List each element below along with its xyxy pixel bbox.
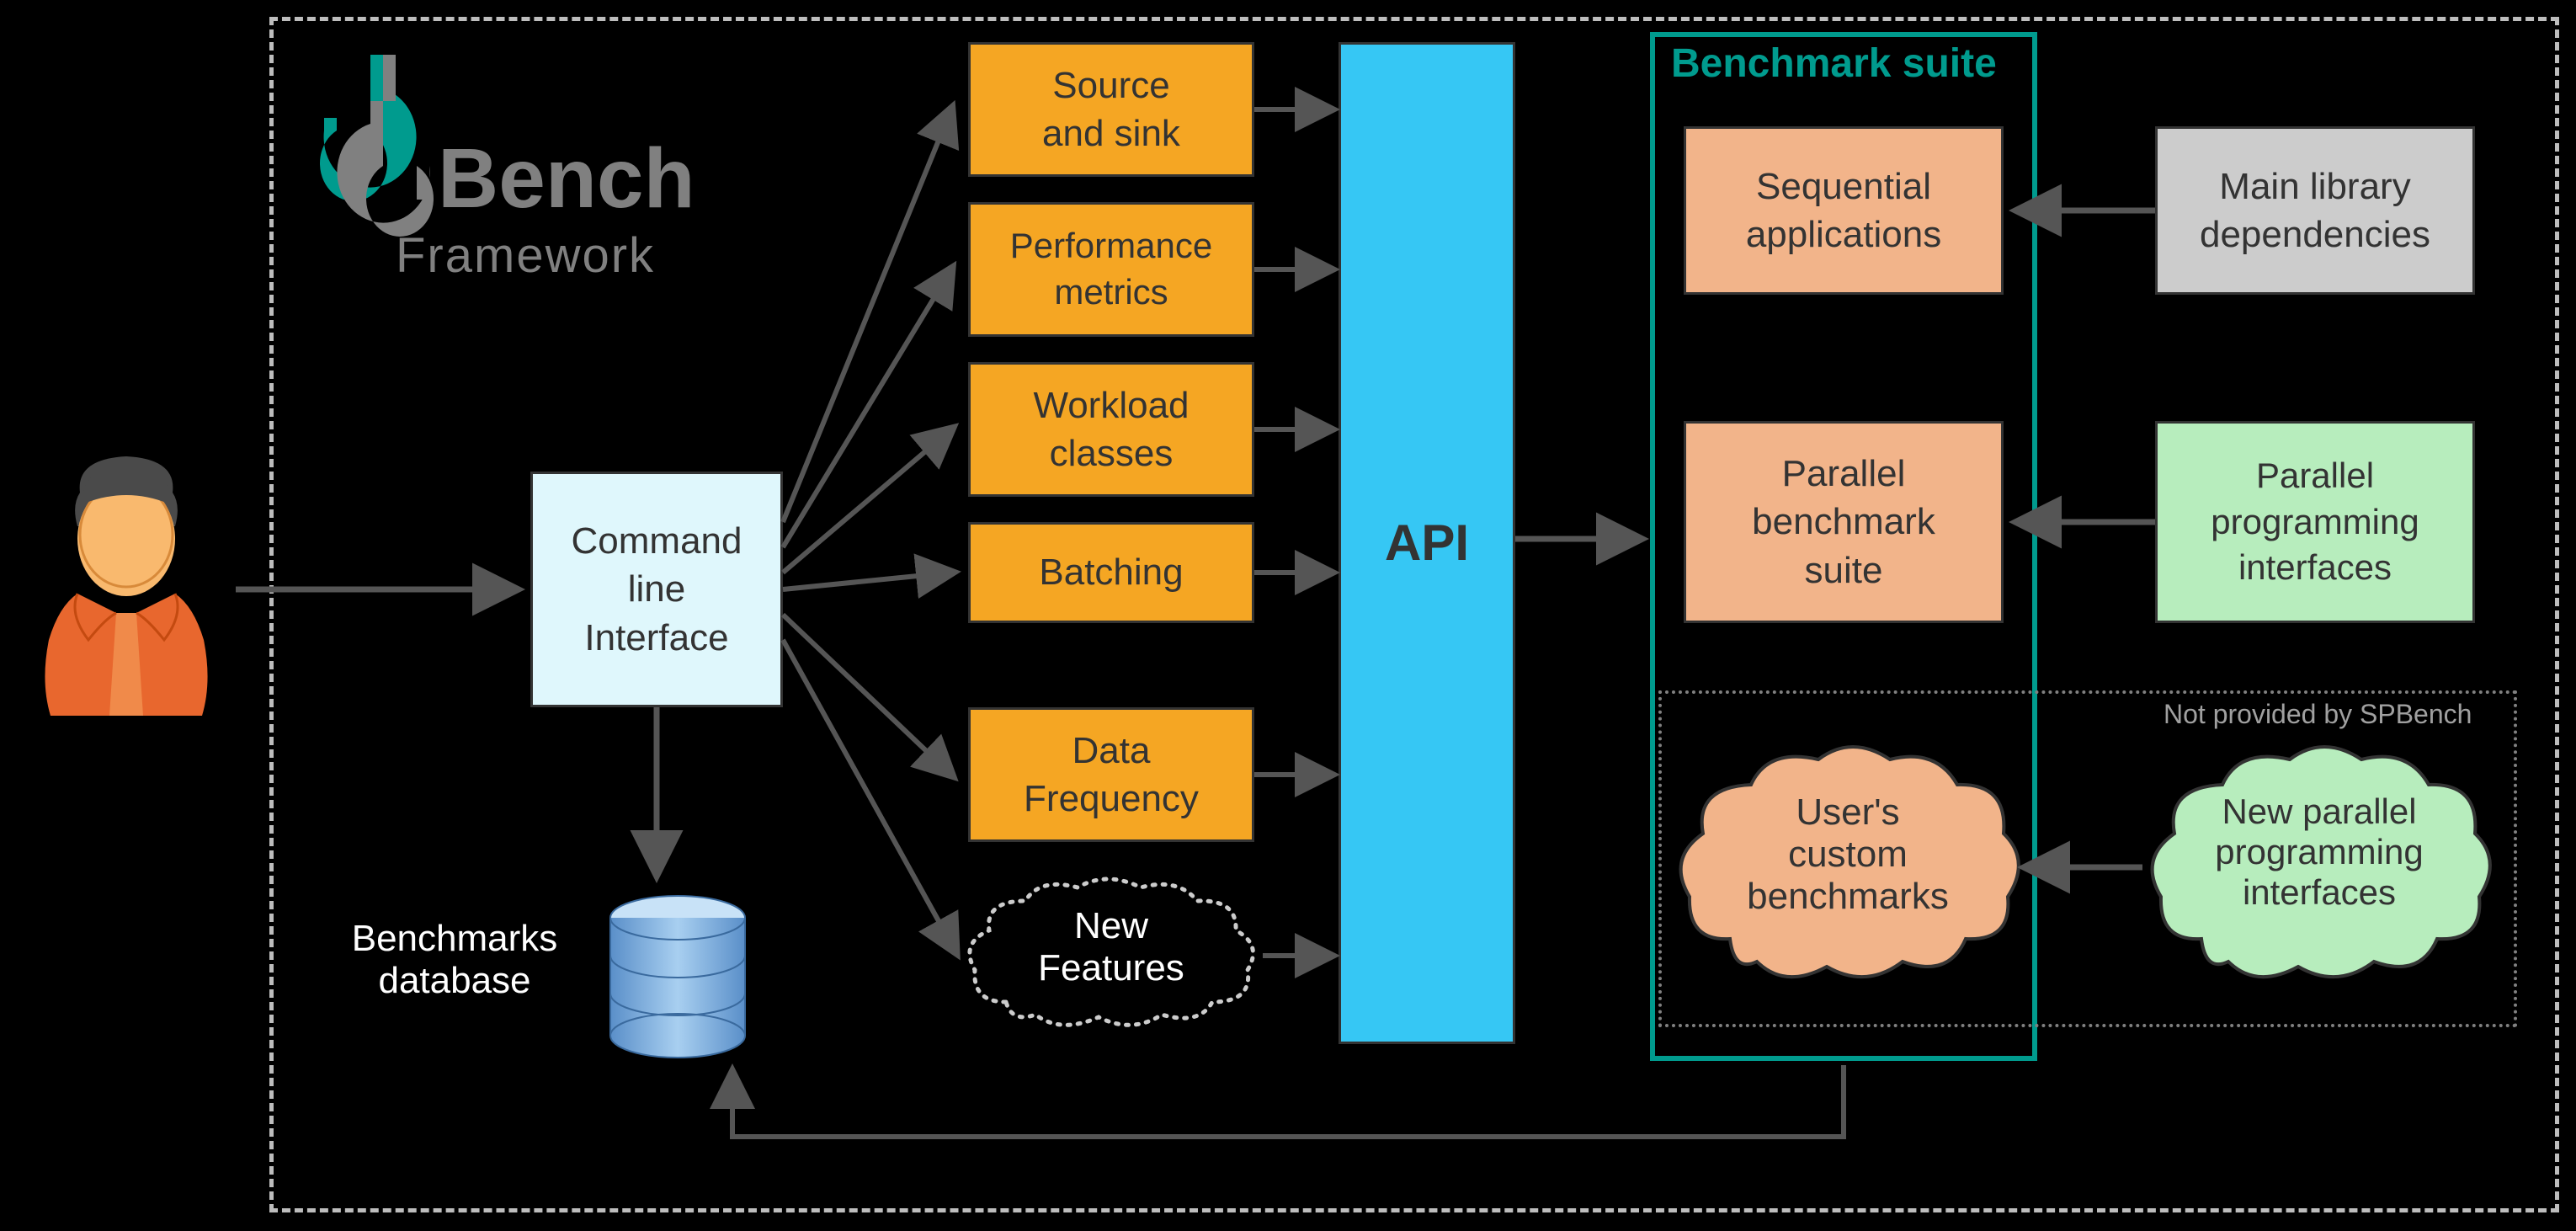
data-freq-box: Data Frequency xyxy=(968,707,1254,842)
workload-box: Workload classes xyxy=(968,362,1254,497)
spbench-logo-icon xyxy=(320,46,446,240)
data-freq-label: Data Frequency xyxy=(1024,727,1199,823)
batching-label: Batching xyxy=(1039,548,1183,596)
api-box: API xyxy=(1339,42,1515,1044)
new-features-label: New Features xyxy=(960,905,1263,989)
parallel-suite-box: Parallel benchmark suite xyxy=(1684,421,2004,623)
source-sink-label: Source and sink xyxy=(1042,61,1180,157)
not-provided-label: Not provided by SPBench xyxy=(2164,699,2472,730)
cli-box: Command line Interface xyxy=(530,472,783,707)
not-provided-border xyxy=(1658,690,2517,1027)
workload-label: Workload classes xyxy=(1033,381,1189,477)
seq-apps-label: Sequential applications xyxy=(1746,163,1941,258)
benchmark-suite-title: Benchmark suite xyxy=(1671,40,1997,87)
database-icon xyxy=(606,893,749,1061)
database-label: Benchmarks database xyxy=(311,918,598,1002)
ppi-label: Parallel programming interfaces xyxy=(2211,453,2419,591)
logo-bench-text: Bench xyxy=(438,131,695,227)
user-icon xyxy=(25,446,227,724)
diagram-canvas: Bench Framework Command line Interface S… xyxy=(0,0,2576,1231)
perf-metrics-label: Performance metrics xyxy=(1010,223,1212,315)
parallel-suite-label: Parallel benchmark suite xyxy=(1752,450,1935,594)
main-deps-label: Main library dependencies xyxy=(2200,163,2430,258)
source-sink-box: Source and sink xyxy=(968,42,1254,177)
logo-framework-text: Framework xyxy=(396,227,655,284)
batching-box: Batching xyxy=(968,522,1254,623)
api-label: API xyxy=(1385,510,1469,576)
ppi-box: Parallel programming interfaces xyxy=(2155,421,2475,623)
cli-label: Command line Interface xyxy=(572,517,742,662)
seq-apps-box: Sequential applications xyxy=(1684,126,2004,295)
main-deps-box: Main library dependencies xyxy=(2155,126,2475,295)
perf-metrics-box: Performance metrics xyxy=(968,202,1254,337)
